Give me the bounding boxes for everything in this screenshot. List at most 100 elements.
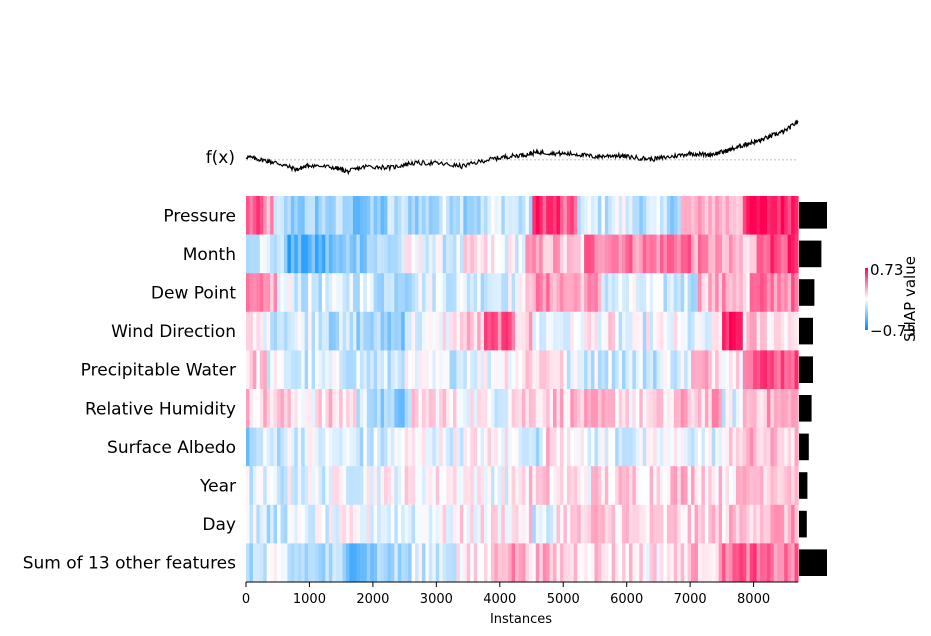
heatmap-cell xyxy=(639,543,644,583)
heatmap-cell xyxy=(425,234,430,274)
heatmap-cell xyxy=(532,350,537,390)
heatmap-cell xyxy=(332,427,337,467)
heatmap-cell xyxy=(697,350,702,390)
heatmap-cell xyxy=(297,350,302,390)
heatmap-cell xyxy=(635,389,640,428)
heatmap-cell xyxy=(732,543,737,583)
heatmap-cell xyxy=(356,273,361,313)
heatmap-cell xyxy=(246,389,251,428)
heatmap-cell xyxy=(504,504,509,544)
heatmap-cell xyxy=(315,543,320,583)
heatmap-cell xyxy=(332,273,337,313)
heatmap-cell xyxy=(287,504,292,544)
heatmap-cell xyxy=(246,350,251,390)
heatmap-cell xyxy=(349,234,354,274)
heatmap-cell xyxy=(763,311,768,351)
heatmap-cell xyxy=(425,196,430,235)
heatmap-cell xyxy=(742,466,747,506)
heatmap-cell xyxy=(308,196,313,235)
heatmap-cell xyxy=(321,196,326,235)
heatmap-cell xyxy=(646,466,651,506)
heatmap-cell xyxy=(791,273,796,313)
heatmap-cell xyxy=(428,273,433,313)
heatmap-cell xyxy=(294,350,299,390)
heatmap-cell xyxy=(459,427,464,467)
heatmap-cell xyxy=(301,350,306,390)
heatmap-cell xyxy=(649,543,654,583)
heatmap-cell xyxy=(787,389,792,428)
heatmap-cell xyxy=(411,311,416,351)
heatmap-cell xyxy=(415,311,420,351)
heatmap-cell xyxy=(725,273,730,313)
heatmap-cell xyxy=(587,543,592,583)
heatmap-cell xyxy=(618,427,623,467)
heatmap-cell xyxy=(339,427,344,467)
heatmap-cell xyxy=(425,389,430,428)
heatmap-cell xyxy=(604,543,609,583)
heatmap-cell xyxy=(308,350,313,390)
heatmap-cell xyxy=(556,427,561,467)
heatmap-cell xyxy=(766,504,771,544)
heatmap-cell xyxy=(390,196,395,235)
heatmap-cell xyxy=(735,234,740,274)
heatmap-cell xyxy=(339,504,344,544)
heatmap-cell xyxy=(735,427,740,467)
heatmap-cell xyxy=(511,389,516,428)
heatmap-cell xyxy=(290,427,295,467)
heatmap-cell xyxy=(722,543,727,583)
heatmap-cell xyxy=(421,543,426,583)
heatmap-cell xyxy=(597,311,602,351)
heatmap-cell xyxy=(387,543,392,583)
heatmap-cell xyxy=(484,389,489,428)
heatmap-cell xyxy=(359,234,364,274)
heatmap-cell xyxy=(532,389,537,428)
heatmap-cell xyxy=(711,234,716,274)
heatmap-cell xyxy=(490,234,495,274)
heatmap-cell xyxy=(791,427,796,467)
heatmap-cell xyxy=(287,543,292,583)
heatmap-cell xyxy=(453,273,458,313)
heatmap-cell xyxy=(501,504,506,544)
heatmap-cell xyxy=(597,234,602,274)
heatmap-cell xyxy=(456,273,461,313)
heatmap-cell xyxy=(470,389,475,428)
heatmap-cell xyxy=(380,543,385,583)
heatmap-cell xyxy=(604,196,609,235)
heatmap-cell xyxy=(577,311,582,351)
heatmap-cell xyxy=(328,350,333,390)
heatmap-cell xyxy=(394,427,399,467)
heatmap-cell xyxy=(566,427,571,467)
heatmap-cell xyxy=(701,504,706,544)
heatmap-cell xyxy=(673,389,678,428)
heatmap-cell xyxy=(404,543,409,583)
heatmap-cell xyxy=(539,543,544,583)
heatmap-cell xyxy=(466,196,471,235)
heatmap-cell xyxy=(563,196,568,235)
heatmap-cell xyxy=(470,234,475,274)
heatmap-cell xyxy=(553,234,558,274)
heatmap-cell xyxy=(718,427,723,467)
heatmap-cell xyxy=(722,466,727,506)
heatmap-cell xyxy=(677,466,682,506)
heatmap-cell xyxy=(535,466,540,506)
heatmap-cell xyxy=(290,196,295,235)
heatmap-cell xyxy=(766,196,771,235)
heatmap-cell xyxy=(259,273,264,313)
heatmap-cell xyxy=(508,466,513,506)
heatmap-cell xyxy=(594,543,599,583)
heatmap-cell xyxy=(439,389,444,428)
heatmap-cell xyxy=(777,234,782,274)
heatmap-cell xyxy=(397,504,402,544)
heatmap-cell xyxy=(760,427,765,467)
heatmap-cell xyxy=(604,427,609,467)
heatmap-cell xyxy=(749,350,754,390)
heatmap-cell xyxy=(287,350,292,390)
heatmap-cell xyxy=(715,389,720,428)
heatmap-cell xyxy=(580,389,585,428)
heatmap-cell xyxy=(735,273,740,313)
heatmap-cell xyxy=(273,504,278,544)
heatmap-cell xyxy=(566,196,571,235)
heatmap-cell xyxy=(742,273,747,313)
heatmap-cell xyxy=(263,466,268,506)
heatmap-cell xyxy=(573,466,578,506)
